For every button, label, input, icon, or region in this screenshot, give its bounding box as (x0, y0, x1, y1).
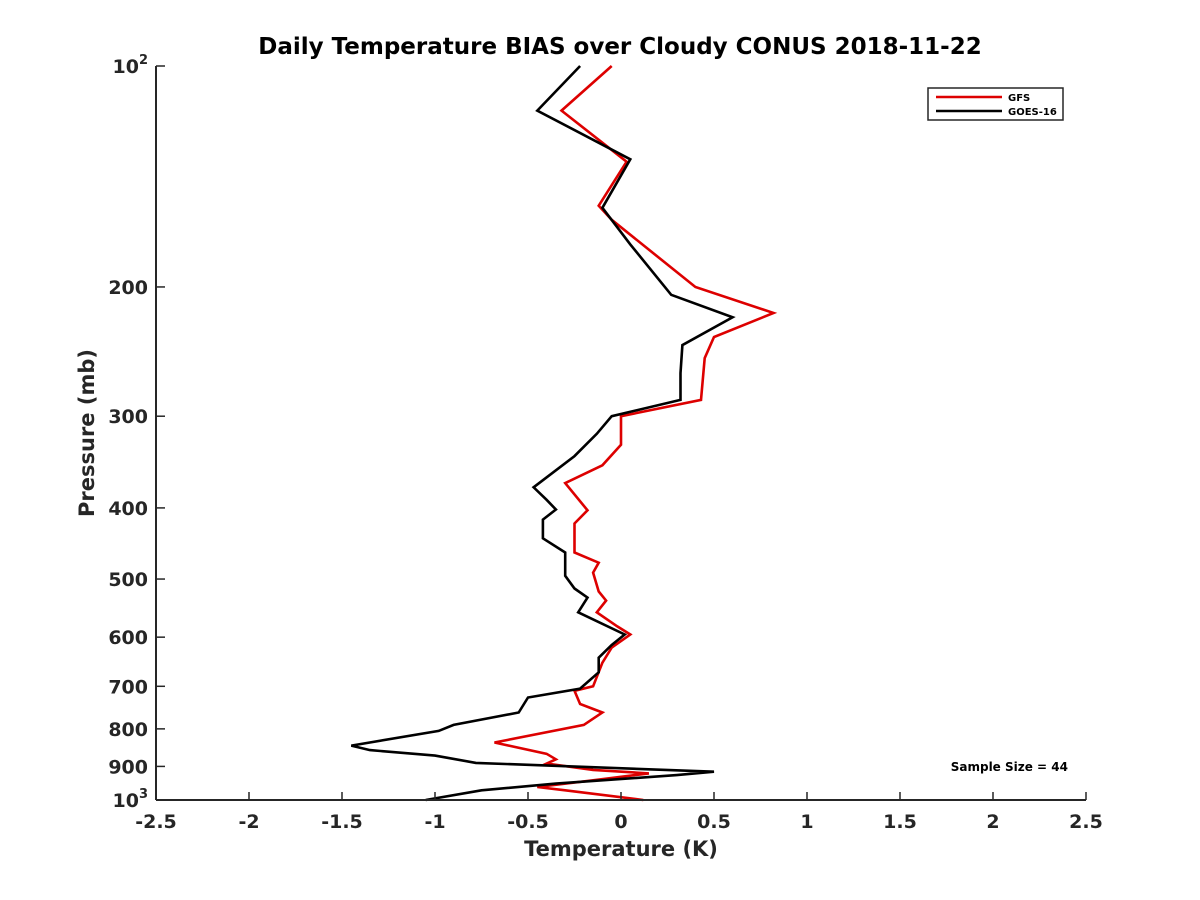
y-tick-label: 103 (113, 787, 149, 812)
legend-box (927, 87, 1064, 121)
x-tick-label: -0.5 (507, 811, 549, 833)
y-axis-ticks: 102 200 300 400 500 600 700 800 900 103 (108, 53, 165, 812)
y-tick-label: 900 (108, 756, 148, 778)
legend: GFS GOES-16 (927, 87, 1064, 121)
series-line-goes-16 (350, 65, 736, 802)
legend-label: GOES-16 (1008, 107, 1057, 118)
x-tick-label: 1 (800, 811, 813, 833)
x-axis-ticks: -2.5 -2 -1.5 -1 -0.5 0 0.5 1 1.5 2 2.5 (135, 792, 1103, 833)
x-tick-label: -2.5 (135, 811, 177, 833)
y-axis-label: Pressure (mb) (75, 349, 99, 517)
plot-area: -2.5 -2 -1.5 -1 -0.5 0 0.5 1 1.5 2 2.5 102 200 300 40… (108, 53, 1103, 833)
x-tick-label: 2 (986, 811, 999, 833)
x-tick-label: -1 (424, 811, 445, 833)
chart-title: Daily Temperature BIAS over Cloudy CONUS… (258, 34, 981, 60)
y-tick-label: 200 (108, 277, 148, 299)
x-tick-label: 0.5 (697, 811, 731, 833)
x-tick-label: -1.5 (321, 811, 363, 833)
legend-label: GFS (1008, 93, 1030, 104)
x-tick-label: 0 (614, 811, 627, 833)
y-tick-label: 102 (113, 53, 149, 78)
y-tick-label: 500 (108, 569, 148, 591)
y-tick-label: 300 (108, 406, 148, 428)
legend-items: GFS GOES-16 (936, 93, 1057, 118)
series-layer (350, 65, 778, 802)
y-tick-label: 800 (108, 719, 148, 741)
y-tick-label: 700 (108, 676, 148, 698)
series-line-gfs (494, 65, 778, 802)
x-tick-label: 2.5 (1069, 811, 1103, 833)
x-tick-label: 1.5 (883, 811, 917, 833)
y-tick-label: 400 (108, 498, 148, 520)
sample-size-annotation: Sample Size = 44 (951, 760, 1068, 774)
x-tick-label: -2 (238, 811, 259, 833)
x-axis-label: Temperature (K) (524, 837, 718, 861)
y-tick-label: 600 (108, 627, 148, 649)
